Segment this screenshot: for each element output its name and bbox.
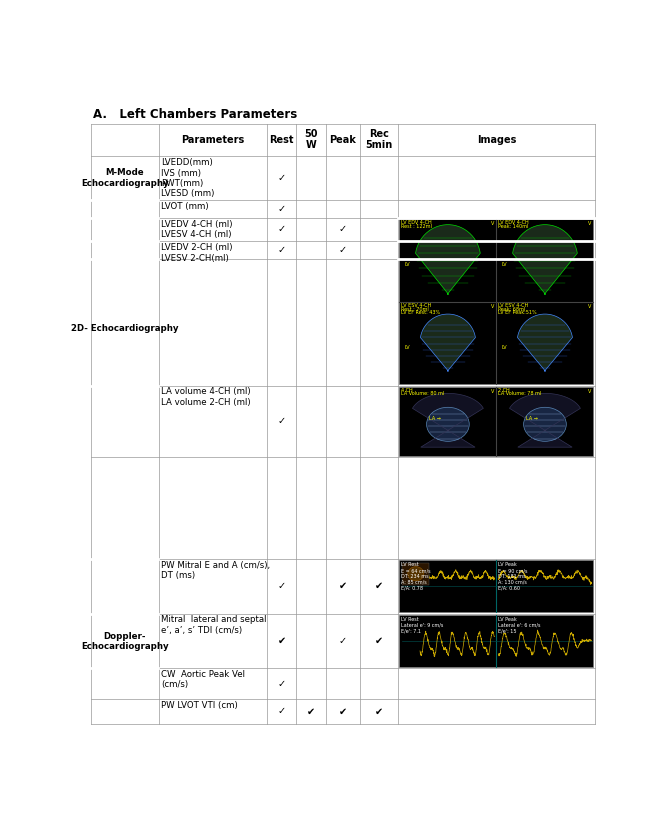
- Text: PW LVOT VTI (cm): PW LVOT VTI (cm): [161, 701, 238, 710]
- Text: 50
W: 50 W: [304, 129, 318, 151]
- Text: LV EF Peak:51%: LV EF Peak:51%: [498, 310, 537, 314]
- Polygon shape: [517, 314, 572, 371]
- Text: Peak: 140ml: Peak: 140ml: [498, 224, 529, 229]
- Text: M-Mode
Echocardiography: M-Mode Echocardiography: [81, 169, 169, 188]
- Text: Rec
5min: Rec 5min: [365, 129, 392, 151]
- Bar: [399, 219, 594, 384]
- Text: Rest: Rest: [270, 134, 294, 145]
- Text: LV: LV: [501, 345, 507, 350]
- Text: ✔: ✔: [375, 707, 383, 717]
- Text: ✓: ✓: [278, 204, 286, 214]
- Ellipse shape: [524, 407, 566, 441]
- Text: ✓: ✓: [339, 245, 347, 255]
- Text: Peak: Peak: [329, 134, 357, 145]
- Text: LV EF Rest: 43%: LV EF Rest: 43%: [401, 310, 440, 314]
- Text: V: V: [491, 389, 495, 394]
- Ellipse shape: [408, 567, 424, 581]
- Text: LVEDD(mm)
IVS (mm)
PWT(mm)
LVESD (mm): LVEDD(mm) IVS (mm) PWT(mm) LVESD (mm): [161, 158, 214, 198]
- Text: ✓: ✓: [339, 636, 347, 646]
- Text: LV ESV 4-CH: LV ESV 4-CH: [498, 303, 529, 308]
- Text: ✓: ✓: [278, 245, 286, 255]
- Text: CW  Aortic Peak Vel
(cm/s): CW Aortic Peak Vel (cm/s): [161, 670, 245, 690]
- Text: LA →: LA →: [428, 415, 440, 420]
- Text: LVEDV 2-CH (ml)
LVESV 2-CH(ml): LVEDV 2-CH (ml) LVESV 2-CH(ml): [161, 243, 232, 263]
- Text: ✓: ✓: [278, 581, 286, 591]
- Text: ✓: ✓: [339, 224, 347, 234]
- Bar: [402, 563, 429, 585]
- Text: LV: LV: [501, 262, 507, 267]
- Text: Images: Images: [477, 134, 516, 145]
- Text: 2 CH: 2 CH: [498, 388, 510, 393]
- Text: LV: LV: [404, 262, 410, 267]
- Text: ✔: ✔: [375, 636, 383, 646]
- Bar: [399, 615, 594, 667]
- Polygon shape: [412, 393, 483, 447]
- Text: Mitral  lateral and septal
e’, a’, s’ TDI (cm/s): Mitral lateral and septal e’, a’, s’ TDI…: [161, 615, 266, 635]
- Text: LV Rest
Lateral e': 9 cm/s
E/e': 7.1: LV Rest Lateral e': 9 cm/s E/e': 7.1: [401, 617, 444, 633]
- Text: V: V: [588, 221, 592, 226]
- Text: LA volume 4-CH (ml)
LA volume 2-CH (ml): LA volume 4-CH (ml) LA volume 2-CH (ml): [161, 387, 250, 407]
- Text: ✔: ✔: [339, 707, 347, 717]
- Text: LV: LV: [404, 345, 410, 350]
- Text: ✔: ✔: [375, 581, 383, 591]
- Text: V: V: [588, 304, 592, 309]
- Bar: [399, 387, 594, 455]
- Text: PW Mitral E and A (cm/s),
DT (ms): PW Mitral E and A (cm/s), DT (ms): [161, 561, 270, 581]
- Text: LV Rest
E = 64 cm/s
DT: 234 ms
A: 85 cm/s
E/A: 0.78: LV Rest E = 64 cm/s DT: 234 ms A: 85 cm/…: [401, 562, 430, 590]
- Text: ✓: ✓: [278, 416, 286, 426]
- Text: ✓: ✓: [278, 173, 286, 183]
- Text: ✓: ✓: [278, 224, 286, 234]
- Text: A.   Left Chambers Parameters: A. Left Chambers Parameters: [93, 108, 297, 120]
- Text: LV ESV 4-CH: LV ESV 4-CH: [401, 303, 431, 308]
- Text: LVOT (mm): LVOT (mm): [161, 202, 208, 211]
- Text: Peak: 68ml: Peak: 68ml: [498, 306, 525, 312]
- Polygon shape: [513, 224, 577, 295]
- Text: LA →: LA →: [525, 415, 537, 420]
- Polygon shape: [509, 393, 580, 447]
- Text: Rest : 70ml: Rest : 70ml: [401, 306, 429, 312]
- Bar: [399, 560, 594, 613]
- Text: ✔: ✔: [307, 707, 315, 717]
- Polygon shape: [416, 224, 480, 295]
- Ellipse shape: [426, 407, 469, 441]
- Text: LV Peak
Lateral e': 6 cm/s
E/e': 15: LV Peak Lateral e': 6 cm/s E/e': 15: [499, 617, 541, 633]
- Text: LA Volume: 78 ml: LA Volume: 78 ml: [498, 391, 541, 396]
- Text: V: V: [491, 221, 495, 226]
- Text: Doppler-
Echocardiography: Doppler- Echocardiography: [81, 631, 169, 651]
- Text: 2D- Echocardiography: 2D- Echocardiography: [71, 324, 179, 333]
- Text: LV Peak
E = 90 cm/s
DT: 181 ms
A: 130 cm/s
E/A: 0.60: LV Peak E = 90 cm/s DT: 181 ms A: 130 cm…: [499, 562, 528, 590]
- Text: Rest : 122ml: Rest : 122ml: [401, 224, 432, 229]
- Text: ✓: ✓: [278, 679, 286, 689]
- Text: V: V: [491, 304, 495, 309]
- Text: 4 CH: 4 CH: [401, 388, 413, 393]
- Text: ✓: ✓: [278, 707, 286, 717]
- Text: LV EDV 4-CH: LV EDV 4-CH: [498, 220, 529, 225]
- Text: LA Volume: 80 ml: LA Volume: 80 ml: [401, 391, 444, 396]
- Polygon shape: [420, 314, 475, 371]
- Text: ✔: ✔: [278, 636, 286, 646]
- Text: Parameters: Parameters: [181, 134, 244, 145]
- Text: ✔: ✔: [339, 581, 347, 591]
- Text: LV EDV 4-CH: LV EDV 4-CH: [401, 220, 432, 225]
- Text: V: V: [588, 389, 592, 394]
- Text: LVEDV 4-CH (ml)
LVESV 4-CH (ml): LVEDV 4-CH (ml) LVESV 4-CH (ml): [161, 219, 232, 239]
